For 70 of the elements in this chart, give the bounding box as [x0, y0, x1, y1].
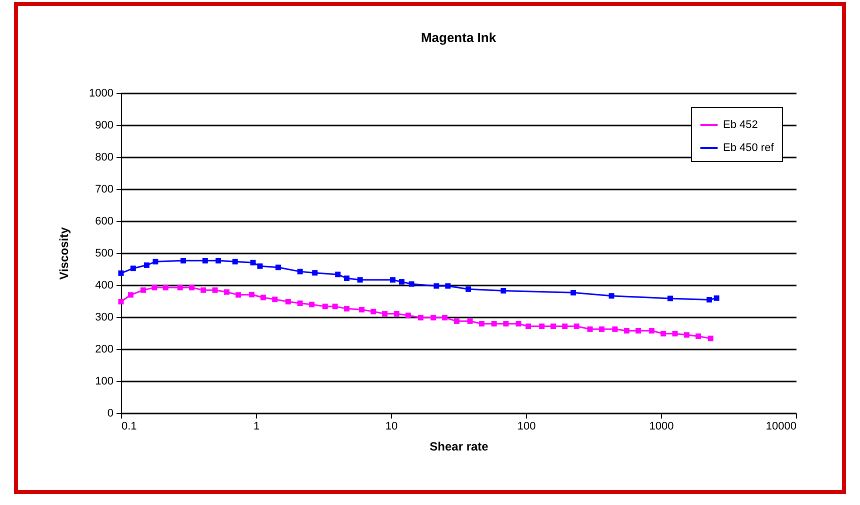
- point: [212, 287, 218, 293]
- y-tick-label: 300: [95, 312, 114, 324]
- x-tick-label: 10000: [766, 420, 796, 432]
- point: [272, 296, 278, 302]
- point: [587, 326, 593, 332]
- x-tick-label: 10: [385, 420, 398, 432]
- point: [309, 302, 315, 308]
- point: [539, 324, 545, 330]
- point: [224, 289, 230, 295]
- point: [162, 284, 168, 290]
- point: [672, 330, 678, 336]
- point: [177, 284, 183, 290]
- point: [696, 333, 702, 339]
- point: [370, 308, 376, 314]
- y-axis-title: Viscosity: [57, 226, 72, 280]
- point: [249, 292, 254, 298]
- x-axis-title: Shear rate: [430, 440, 489, 454]
- y-tick-label: 400: [95, 280, 114, 292]
- point: [188, 284, 194, 290]
- point: [140, 287, 146, 293]
- x-tick-label: 100: [517, 420, 536, 432]
- point: [454, 318, 460, 324]
- y-tick-label: 600: [95, 216, 114, 228]
- y-tick-label: 700: [95, 184, 114, 196]
- y-tick-label: 0: [107, 408, 114, 420]
- point: [442, 314, 448, 320]
- point: [648, 328, 654, 334]
- point: [200, 287, 206, 293]
- point: [260, 294, 266, 300]
- point: [660, 330, 666, 336]
- point: [491, 320, 497, 326]
- point: [128, 292, 134, 298]
- chart-title: Magenta Ink: [420, 30, 497, 45]
- point: [332, 304, 338, 310]
- point: [550, 324, 556, 330]
- point: [708, 336, 714, 342]
- x-tick-label: 0.1: [122, 420, 137, 432]
- point: [358, 306, 364, 312]
- y-tick-label: 200: [95, 344, 114, 356]
- point: [478, 320, 484, 326]
- y-tick-label: 100: [95, 376, 114, 388]
- point: [394, 311, 400, 317]
- y-tick-label: 800: [95, 152, 114, 164]
- x-tick-label: 1: [253, 420, 260, 432]
- y-tick-label: 1000: [89, 88, 114, 100]
- point: [599, 326, 604, 332]
- point: [562, 324, 568, 330]
- point: [152, 258, 158, 264]
- y-tick-label: 500: [95, 248, 114, 260]
- x-tick-label: 1000: [649, 420, 674, 432]
- point: [430, 314, 436, 320]
- point: [405, 312, 411, 318]
- point: [322, 304, 328, 310]
- point: [624, 328, 630, 334]
- point: [418, 314, 424, 320]
- legend-label: Eb 452: [723, 119, 758, 131]
- point: [503, 320, 509, 326]
- point: [516, 320, 522, 326]
- point: [636, 328, 642, 334]
- point: [297, 300, 303, 306]
- point: [382, 311, 388, 317]
- point: [152, 284, 158, 290]
- point: [285, 298, 291, 304]
- point: [236, 292, 242, 298]
- legend-label: Eb 450 ref: [723, 142, 775, 154]
- y-tick-label: 900: [95, 120, 114, 132]
- point: [526, 324, 532, 330]
- point: [612, 326, 618, 332]
- point: [684, 332, 690, 338]
- point: [467, 318, 473, 324]
